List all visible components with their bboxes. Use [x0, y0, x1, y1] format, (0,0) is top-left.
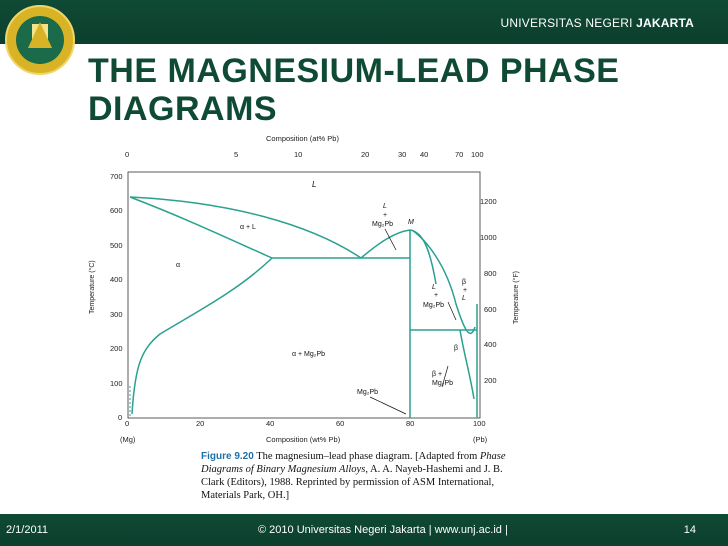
region-mg2pb-right: Mg₂Pb	[423, 302, 444, 309]
beta-boundary	[459, 329, 475, 400]
caption-text-1: The magnesium–lead phase diagram. [Adapt…	[253, 451, 480, 462]
right-tick: 1000	[480, 233, 497, 242]
university-name: UNIVERSITAS NEGERI JAKARTA	[500, 16, 694, 30]
region-beta-plus: β +	[432, 371, 442, 378]
header-bar: UNIVERSITAS NEGERI JAKARTA	[0, 0, 728, 44]
footer-date: 2/1/2011	[6, 524, 49, 536]
right-tick: 1200	[480, 197, 497, 206]
right-tick: 600	[484, 305, 497, 314]
top-tick: 20	[361, 150, 369, 159]
university-logo	[5, 5, 75, 75]
bottom-tick: 0	[125, 419, 129, 428]
left-tick: 300	[110, 310, 123, 319]
left-tick: 500	[110, 241, 123, 250]
caption-italic-title: Phase Diagrams of Binary Magnesium Alloy…	[201, 451, 506, 475]
region-alpha-L: α + L	[240, 224, 256, 231]
bottom-tick: 60	[336, 419, 344, 428]
region-liquid: L	[312, 180, 316, 189]
figure-caption: Figure 9.20 The magnesium–lead phase dia…	[201, 450, 511, 502]
caption-text-2: , A. A. Nayeb-Hashemi and J. B. Clark (E…	[201, 464, 503, 501]
solidus	[129, 196, 273, 259]
region-plus-right: +	[434, 292, 438, 299]
figure-label: Figure 9.20	[201, 451, 254, 462]
liquidus-right	[411, 229, 476, 334]
region-L-top: L	[383, 203, 387, 210]
compound-mg2pb-label: Mg₂Pb	[357, 389, 378, 396]
region-beta-L-beta: β	[462, 279, 466, 286]
left-tick: 0	[118, 413, 122, 422]
bottom-end-left: (Mg)	[120, 435, 136, 444]
slide-title: THE MAGNESIUM-LEAD PHASE DIAGRAMS	[88, 52, 620, 122]
top-tick: 0	[125, 150, 129, 159]
liquidus-left	[129, 196, 362, 259]
right-tick: 200	[484, 376, 497, 385]
liquidus-mg2pb	[360, 229, 437, 285]
solvus	[131, 257, 273, 415]
top-tick: 30	[398, 150, 406, 159]
region-mg2pb-top: Mg₂Pb	[372, 221, 393, 228]
bottom-end-right: (Pb)	[473, 435, 488, 444]
top-tick: 10	[294, 150, 302, 159]
bottom-tick: 100	[473, 419, 486, 428]
region-beta: β	[454, 345, 458, 352]
top-tick: 40	[420, 150, 428, 159]
region-alpha: α	[176, 262, 180, 269]
slide-number: 14	[683, 524, 696, 536]
top-axis-label: Composition (at% Pb)	[266, 134, 339, 143]
left-tick: 100	[110, 379, 123, 388]
bottom-tick: 40	[266, 419, 274, 428]
region-plus-top: +	[383, 212, 387, 219]
region-beta-mg2pb: Mg₂Pb	[432, 380, 453, 387]
top-tick: 100	[471, 150, 484, 159]
region-beta-L-plus: +	[463, 287, 467, 294]
bottom-tick: 80	[406, 419, 414, 428]
right-tick: 400	[484, 340, 497, 349]
left-tick: 600	[110, 206, 123, 215]
right-axis-label: Temperature (°F)	[512, 271, 520, 324]
left-tick: 200	[110, 344, 123, 353]
left-axis-label: Temperature (°C)	[88, 260, 96, 314]
footer-copyright: © 2010 Universitas Negeri Jakarta | www.…	[258, 524, 508, 536]
top-tick: 5	[234, 150, 238, 159]
left-tick: 400	[110, 275, 123, 284]
region-beta-L-L: L	[462, 295, 466, 302]
footer-bar: 2/1/2011 © 2010 Universitas Negeri Jakar…	[0, 514, 728, 546]
right-tick: 800	[484, 269, 497, 278]
bottom-axis-label: Composition (wt% Pb)	[266, 435, 341, 444]
top-tick: 70	[455, 150, 463, 159]
region-L-right: L	[432, 284, 436, 291]
phase-diagram: Composition (at% Pb) 0 5 10 20 30 40 70 …	[88, 134, 520, 444]
bottom-tick: 20	[196, 419, 204, 428]
point-M: M	[408, 219, 414, 226]
left-tick: 700	[110, 172, 123, 181]
region-alpha-mg2pb: α + Mg₂Pb	[292, 351, 325, 358]
